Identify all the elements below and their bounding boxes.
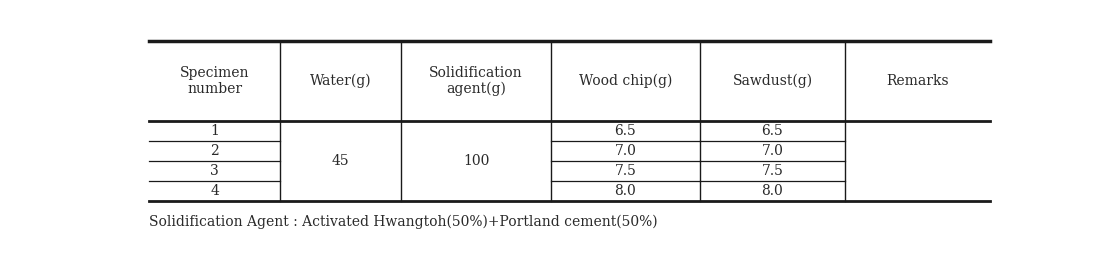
Text: 7.5: 7.5 [614, 164, 637, 178]
Text: Solidification Agent : Activated Hwangtoh(50%)+Portland cement(50%): Solidification Agent : Activated Hwangto… [149, 214, 658, 228]
Text: 45: 45 [332, 154, 350, 168]
Text: 8.0: 8.0 [762, 184, 783, 198]
Text: Water(g): Water(g) [310, 74, 371, 88]
Text: 1: 1 [210, 124, 219, 138]
Text: 100: 100 [463, 154, 489, 168]
Text: Remarks: Remarks [885, 74, 949, 88]
Text: Wood chip(g): Wood chip(g) [579, 74, 672, 88]
Text: 2: 2 [210, 144, 219, 158]
Text: 6.5: 6.5 [614, 124, 637, 138]
Text: 8.0: 8.0 [614, 184, 637, 198]
Text: 7.0: 7.0 [761, 144, 783, 158]
Text: 6.5: 6.5 [762, 124, 783, 138]
Text: Sawdust(g): Sawdust(g) [732, 74, 812, 88]
Text: 7.0: 7.0 [614, 144, 637, 158]
Text: Specimen
number: Specimen number [180, 66, 249, 96]
Text: 3: 3 [210, 164, 219, 178]
Text: 4: 4 [210, 184, 219, 198]
Text: 7.5: 7.5 [761, 164, 783, 178]
Text: Solidification
agent(g): Solidification agent(g) [429, 66, 523, 96]
